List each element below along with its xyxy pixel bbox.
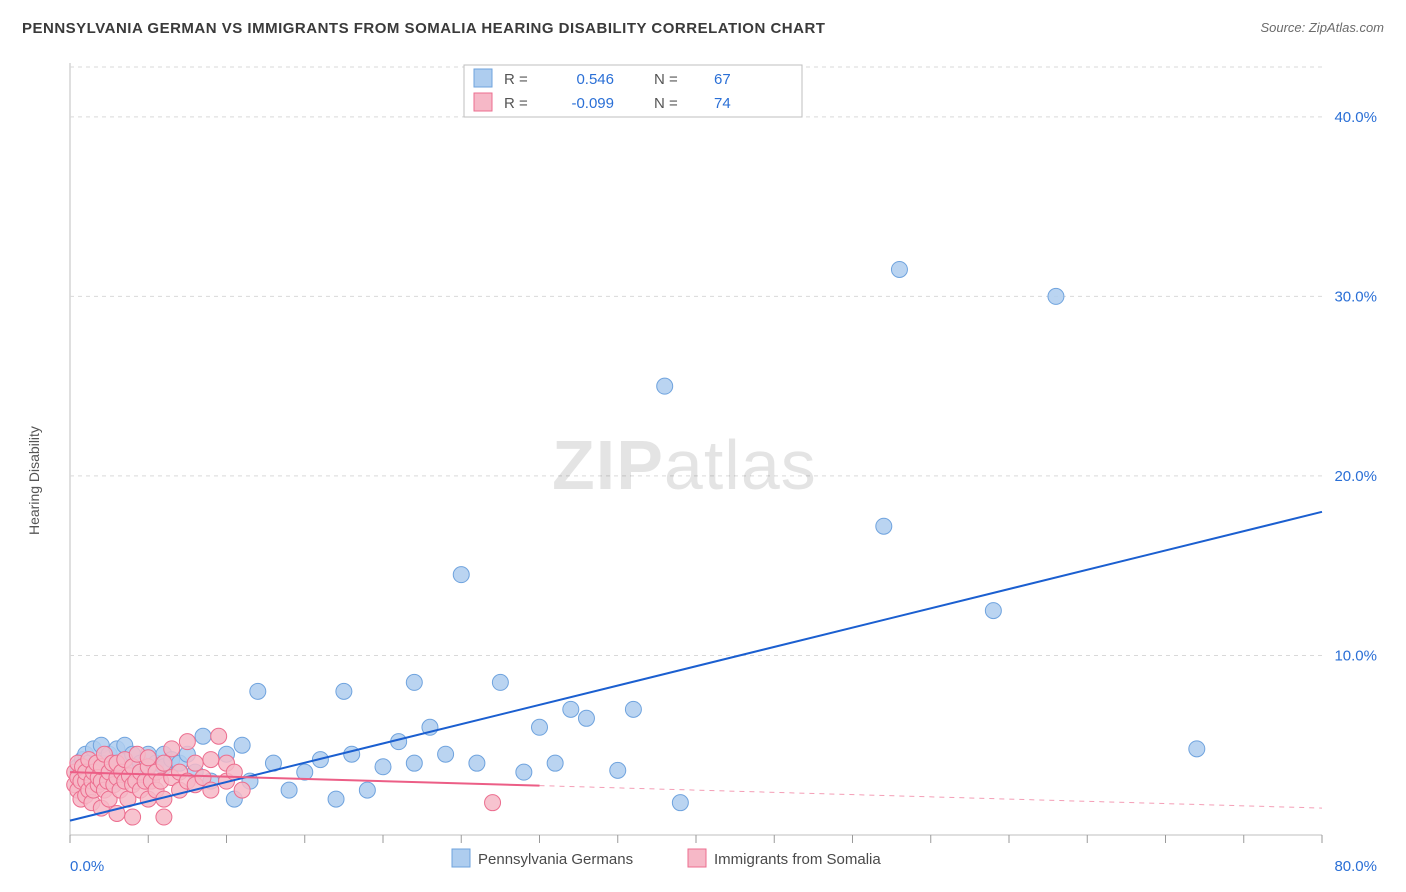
source-label: Source: ZipAtlas.com [1260, 20, 1384, 35]
svg-text:30.0%: 30.0% [1334, 288, 1377, 305]
svg-text:Immigrants from Somalia: Immigrants from Somalia [714, 851, 881, 868]
svg-text:67: 67 [714, 71, 731, 88]
svg-text:0.546: 0.546 [576, 71, 614, 88]
svg-text:N =: N = [654, 71, 678, 88]
scatter-chart: 10.0% 20.0% 30.0% 40.0% 0.0% 80.0% R = 0.546 N =… [22, 55, 1384, 880]
chart-title: PENNSYLVANIA GERMAN VS IMMIGRANTS FROM S… [22, 20, 825, 37]
svg-text:74: 74 [714, 95, 731, 112]
svg-text:N =: N = [654, 95, 678, 112]
svg-text:R =: R = [504, 71, 528, 88]
svg-text:20.0%: 20.0% [1334, 468, 1377, 485]
svg-text:80.0%: 80.0% [1334, 858, 1377, 875]
svg-text:R =: R = [504, 95, 528, 112]
svg-text:40.0%: 40.0% [1334, 109, 1377, 126]
svg-text:-0.099: -0.099 [571, 95, 614, 112]
svg-text:10.0%: 10.0% [1334, 647, 1377, 664]
chart-container: Hearing Disability ZIPatlas 10.0%20.0%30… [22, 55, 1384, 880]
svg-text:Pennsylvania Germans: Pennsylvania Germans [478, 851, 633, 868]
y-axis-label: Hearing Disability [26, 426, 42, 535]
svg-text:0.0%: 0.0% [70, 858, 104, 875]
